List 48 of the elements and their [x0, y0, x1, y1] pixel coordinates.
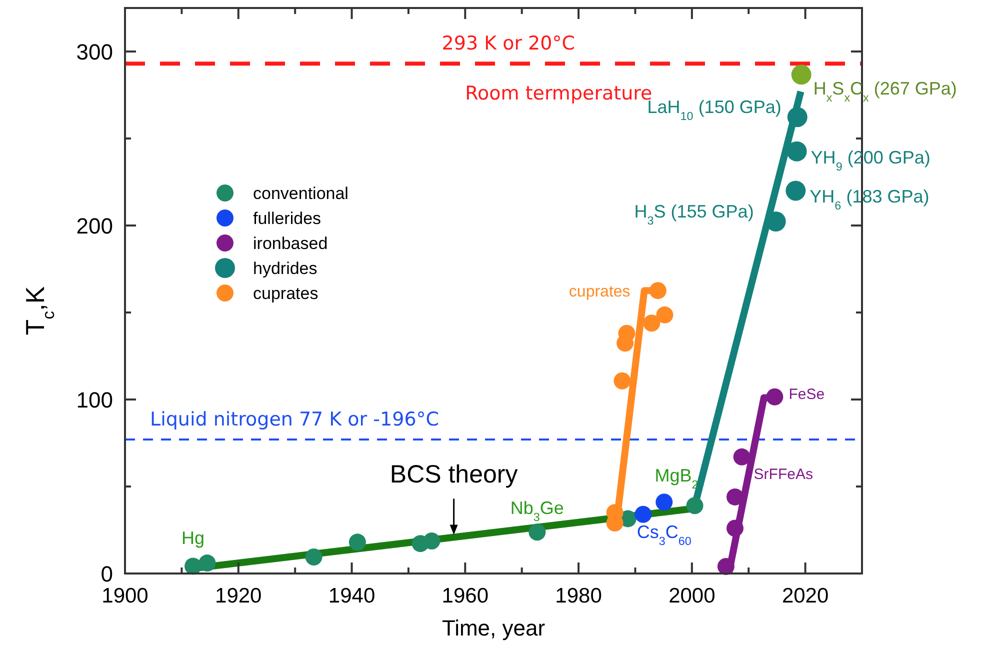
annotation: SrFFeAs [754, 466, 813, 483]
x-tick-label: 2020 [782, 584, 829, 608]
point [643, 314, 660, 332]
x-tick-label: 1900 [102, 584, 148, 608]
point [717, 558, 734, 576]
x-tick-label: 1980 [555, 584, 602, 608]
point [423, 532, 440, 550]
ref-line-label: Liquid nitrogen 77 K or -196°C [150, 408, 440, 431]
y-tick-label: 200 [76, 214, 113, 238]
y-tick-label: 0 [100, 562, 113, 586]
point [614, 372, 631, 390]
x-tick-label: 1940 [328, 584, 376, 608]
point [649, 282, 666, 300]
point [528, 524, 546, 541]
legend-label: cuprates [253, 284, 318, 303]
annotation: Hg [182, 528, 205, 548]
point [634, 506, 652, 523]
annotation: H$_{3}$S (155 GPa) [634, 202, 754, 227]
x-tick-label: 1960 [442, 584, 489, 608]
legend-label: ironbased [253, 234, 328, 253]
y-tick-label: 100 [76, 388, 113, 412]
point [733, 448, 750, 466]
x-tick-label: 2000 [668, 584, 716, 608]
point [786, 180, 806, 201]
point [305, 548, 322, 566]
point [656, 306, 674, 324]
legend-label: fullerides [253, 209, 322, 228]
x-tick-label: 1920 [215, 584, 262, 608]
point [766, 388, 784, 406]
annotation: FeSe [788, 386, 825, 403]
point [726, 520, 744, 537]
point [726, 488, 744, 506]
point [786, 141, 807, 162]
point [787, 107, 808, 128]
legend-label: conventional [253, 184, 348, 203]
point [348, 534, 366, 551]
annotation: BCS theory [390, 460, 518, 489]
annotation: cuprates [568, 284, 630, 301]
point [686, 497, 704, 514]
y-tick-label: 300 [76, 40, 113, 64]
point [791, 64, 812, 85]
legend-label: hydrides [253, 259, 318, 278]
ref-line-label: 293 K or 20°C [442, 32, 575, 55]
annotation: Cs$_{3}$C$_{60}$ [636, 522, 692, 548]
point [656, 494, 673, 511]
point [198, 554, 216, 572]
annotation: Nb$_{3}$Ge [510, 498, 564, 524]
x-axis-title: Time, year [442, 616, 546, 640]
